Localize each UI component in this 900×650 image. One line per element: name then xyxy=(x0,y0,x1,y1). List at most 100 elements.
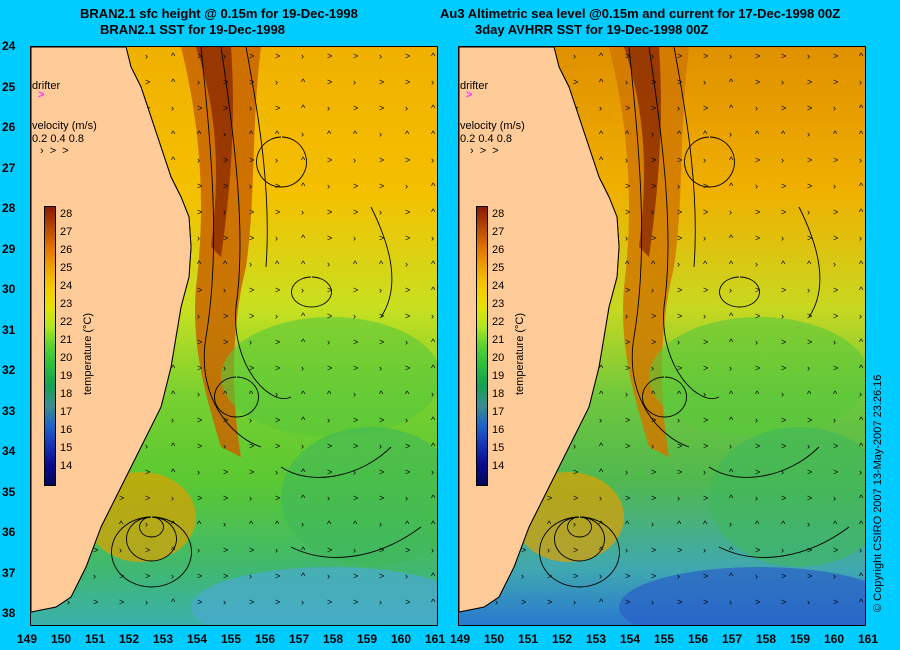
svg-text:^: ^ xyxy=(729,467,734,477)
svg-text:›: › xyxy=(405,259,408,269)
svg-text:>: > xyxy=(249,597,254,607)
svg-text:›: › xyxy=(275,311,278,321)
left-x-axis-label: 161 xyxy=(424,632,446,646)
svg-text:^: ^ xyxy=(197,519,202,529)
svg-text:›: › xyxy=(301,51,304,61)
colorbar-tick: 28 xyxy=(492,208,505,220)
svg-text:^: ^ xyxy=(807,389,812,399)
colorbar-tick: 28 xyxy=(60,208,73,220)
svg-text:›: › xyxy=(677,493,680,503)
svg-text:>: > xyxy=(223,181,228,191)
svg-text:›: › xyxy=(807,285,810,295)
svg-text:>: > xyxy=(807,493,812,503)
svg-text:›: › xyxy=(431,233,434,243)
svg-text:›: › xyxy=(599,103,602,113)
svg-text:>: > xyxy=(223,545,228,555)
svg-text:>: > xyxy=(781,207,786,217)
svg-text:>: > xyxy=(807,415,812,425)
right-velocity-arrows: › > > xyxy=(470,145,499,157)
svg-text:>: > xyxy=(755,51,760,61)
svg-text:>: > xyxy=(625,363,630,373)
svg-text:>: > xyxy=(703,441,708,451)
svg-text:›: › xyxy=(703,155,706,165)
svg-text:›: › xyxy=(573,441,576,451)
svg-text:^: ^ xyxy=(171,129,176,139)
svg-text:›: › xyxy=(379,51,382,61)
svg-text:>: > xyxy=(405,207,410,217)
svg-text:>: > xyxy=(327,597,332,607)
svg-text:›: › xyxy=(573,51,576,61)
svg-text:>: > xyxy=(677,207,682,217)
svg-text:›: › xyxy=(573,597,576,607)
left-x-axis-label: 153 xyxy=(152,632,174,646)
left-title-line2: BRAN2.1 SST for 19-Dec-1998 xyxy=(100,22,285,37)
y-axis-label: 35 xyxy=(2,484,16,499)
svg-text:^: ^ xyxy=(599,363,604,373)
svg-text:›: › xyxy=(145,441,148,451)
svg-text:^: ^ xyxy=(859,571,864,581)
svg-text:›: › xyxy=(431,467,434,477)
svg-text:>: > xyxy=(651,337,656,347)
svg-text:^: ^ xyxy=(677,519,682,529)
svg-text:^: ^ xyxy=(833,389,838,399)
colorbar-tick: 16 xyxy=(492,424,505,436)
svg-text:>: > xyxy=(651,77,656,87)
svg-text:›: › xyxy=(833,103,836,113)
right-x-axis-label: 153 xyxy=(585,632,607,646)
svg-text:›: › xyxy=(249,181,252,191)
svg-text:>: > xyxy=(781,51,786,61)
y-axis-label: 27 xyxy=(2,160,16,175)
left-velocity-scale: 0.2 0.4 0.8 xyxy=(32,133,84,145)
svg-text:>: > xyxy=(651,415,656,425)
left-colorbar-title: temperature (°C) xyxy=(82,312,94,395)
right-velocity-scale: 0.2 0.4 0.8 xyxy=(460,133,512,145)
svg-text:^: ^ xyxy=(729,415,734,425)
svg-text:›: › xyxy=(703,233,706,243)
svg-text:>: > xyxy=(197,597,202,607)
svg-text:^: ^ xyxy=(599,441,604,451)
svg-text:^: ^ xyxy=(171,77,176,87)
svg-text:^: ^ xyxy=(327,389,332,399)
svg-text:>: > xyxy=(249,285,254,295)
svg-text:>: > xyxy=(405,285,410,295)
svg-text:>: > xyxy=(833,597,838,607)
svg-text:›: › xyxy=(833,337,836,347)
svg-text:^: ^ xyxy=(599,77,604,87)
svg-text:>: > xyxy=(145,77,150,87)
svg-text:>: > xyxy=(781,493,786,503)
svg-text:^: ^ xyxy=(197,259,202,269)
svg-text:>: > xyxy=(249,207,254,217)
svg-text:^: ^ xyxy=(353,259,358,269)
svg-text:>: > xyxy=(197,571,202,581)
svg-text:^: ^ xyxy=(651,259,656,269)
svg-text:>: > xyxy=(625,597,630,607)
svg-text:>: > xyxy=(573,571,578,581)
svg-text:>: > xyxy=(625,207,630,217)
svg-text:›: › xyxy=(405,181,408,191)
y-axis-label: 37 xyxy=(2,565,16,580)
svg-text:›: › xyxy=(677,415,680,425)
svg-text:^: ^ xyxy=(781,129,786,139)
svg-text:>: > xyxy=(625,571,630,581)
colorbar-tick: 16 xyxy=(60,424,73,436)
svg-text:›: › xyxy=(353,545,356,555)
left-drifter-marker: > xyxy=(38,89,45,101)
svg-text:^: ^ xyxy=(599,129,604,139)
svg-text:>: > xyxy=(197,363,202,373)
svg-text:›: › xyxy=(145,519,148,529)
svg-text:›: › xyxy=(353,311,356,321)
svg-text:›: › xyxy=(67,597,70,607)
svg-text:^: ^ xyxy=(171,519,176,529)
colorbar-tick: 17 xyxy=(60,406,73,418)
svg-text:^: ^ xyxy=(353,519,358,529)
svg-text:>: > xyxy=(755,207,760,217)
svg-text:›: › xyxy=(703,77,706,87)
svg-text:›: › xyxy=(859,155,862,165)
svg-text:>: > xyxy=(327,51,332,61)
svg-text:›: › xyxy=(651,285,654,295)
svg-text:>: > xyxy=(755,597,760,607)
svg-text:>: > xyxy=(677,311,682,321)
svg-text:›: › xyxy=(379,207,382,217)
svg-text:>: > xyxy=(223,493,228,503)
right-x-axis-label: 160 xyxy=(823,632,845,646)
